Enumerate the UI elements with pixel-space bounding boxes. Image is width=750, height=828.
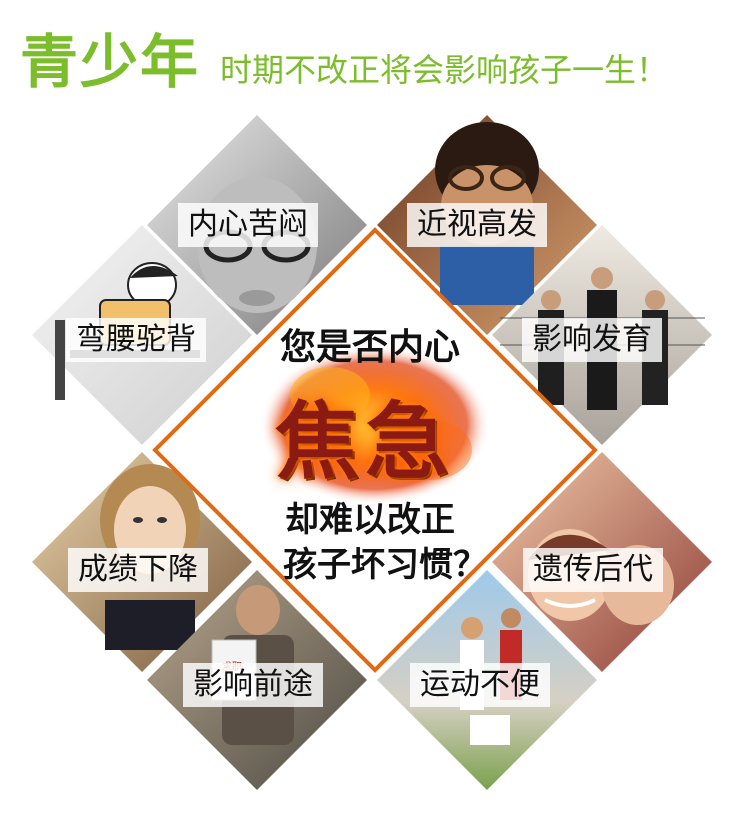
center-line-2: 却难以改正 <box>285 500 455 540</box>
tile-label-development: 影响发育 <box>522 318 662 362</box>
tile-label-grades-drop: 成绩下降 <box>68 548 208 592</box>
center-panel <box>152 227 598 673</box>
center-line-3: 孩子坏习惯？ <box>283 545 487 585</box>
page-title: 青少年 <box>20 28 201 96</box>
tile-label-myopia: 近视高发 <box>407 203 547 247</box>
center-line-1: 您是否内心 <box>280 327 461 368</box>
tile-label-hunchback: 弯腰驼背 <box>66 318 206 362</box>
center-fire-word: 焦急 <box>275 393 456 491</box>
tile-label-inner-distress: 内心苦闷 <box>178 203 318 247</box>
tile-label-future: 影响前途 <box>183 663 323 707</box>
page-header: 青少年 时期不改正将会影响孩子一生！ <box>20 22 730 102</box>
page-subtitle: 时期不改正将会影响孩子一生！ <box>220 51 669 89</box>
tile-label-sports: 运动不便 <box>410 663 550 707</box>
tile-label-heredity: 遗传后代 <box>523 548 663 592</box>
